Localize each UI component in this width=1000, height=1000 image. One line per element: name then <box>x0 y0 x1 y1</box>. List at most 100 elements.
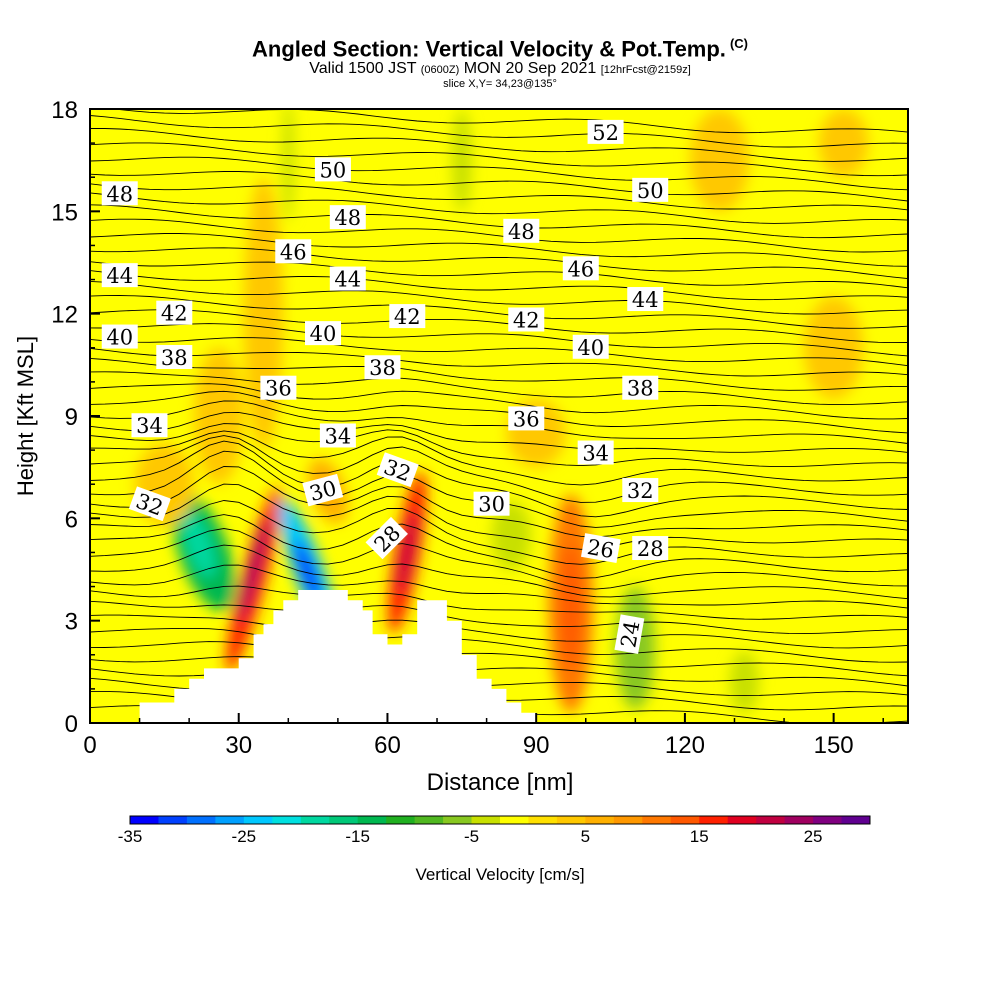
colorbar-swatch <box>528 816 558 824</box>
contour-label: 26 <box>580 533 621 563</box>
colorbar-swatch <box>414 816 444 824</box>
theta-contour <box>90 466 908 538</box>
contour-label-text: 30 <box>478 493 505 517</box>
contour-label-text: 32 <box>627 479 654 503</box>
theta-contour <box>90 142 908 177</box>
colorbar-swatch <box>272 816 302 824</box>
contour-label-text: 42 <box>394 305 421 329</box>
x-tick-label: 90 <box>523 732 550 759</box>
colorbar-swatch <box>841 816 871 824</box>
contour-label: 24 <box>614 614 645 654</box>
theta-contour <box>90 440 908 518</box>
contour-label: 42 <box>389 304 426 329</box>
theta-contour <box>90 435 908 503</box>
contour-label: 42 <box>508 307 545 332</box>
contour-label-text: 44 <box>106 264 133 288</box>
theta-contour <box>90 261 908 289</box>
y-tick-label: 18 <box>51 97 78 124</box>
contour-label: 42 <box>156 300 193 326</box>
x-tick-label: 0 <box>83 732 96 759</box>
contour-labels: 52 50 50 48 48 48 46 46 44 44 44 42 42 42 40 40 40 38 38 38… <box>101 119 669 654</box>
colorbar-swatch <box>186 816 216 824</box>
theta-contour <box>90 483 908 550</box>
colorbar-tick-label: 5 <box>580 827 591 846</box>
velocity-blob-7 <box>182 513 216 578</box>
y-tick-label: 6 <box>65 506 78 533</box>
velocity-blob-1 <box>238 516 269 623</box>
y-tick-label: 9 <box>65 404 78 431</box>
velocity-blob-22 <box>491 501 532 570</box>
colorbar-swatch <box>443 816 473 824</box>
theta-contour <box>90 171 908 202</box>
theta-contour <box>90 585 908 620</box>
colorbar-swatch <box>215 816 245 824</box>
x-tick-label: 60 <box>374 732 401 759</box>
contour-label: 40 <box>305 321 342 346</box>
contour-label-text: 46 <box>567 257 594 281</box>
theta-contour <box>90 390 908 434</box>
colorbar-tick-label: -15 <box>345 827 370 846</box>
contour-label-text: 46 <box>280 240 307 264</box>
contour-label: 46 <box>275 239 312 264</box>
theta-contour <box>90 430 908 486</box>
contour-label: 40 <box>572 334 609 360</box>
theta-contour <box>90 128 908 162</box>
theta-contour <box>90 347 908 377</box>
contour-label: 36 <box>508 406 545 431</box>
theta-contour <box>90 233 908 267</box>
colorbar-swatch <box>500 816 529 824</box>
colorbar-swatch <box>756 816 786 824</box>
theta-contour <box>90 192 908 224</box>
contour-label: 50 <box>314 157 351 182</box>
contour-label-text: 34 <box>136 414 163 438</box>
contour-label-text: 42 <box>161 302 188 326</box>
theta-contour <box>90 156 908 191</box>
theta-contour <box>90 514 908 579</box>
theta-contour <box>90 627 908 663</box>
velocity-blob-16 <box>282 109 295 222</box>
contour-label-text: 36 <box>265 377 292 401</box>
colorbar-swatch <box>300 816 330 824</box>
contour-label: 46 <box>562 256 599 281</box>
colorbar-swatch <box>727 816 757 824</box>
theta-contours <box>90 109 908 723</box>
y-tick-label: 15 <box>51 199 78 226</box>
contour-label-text: 50 <box>637 179 664 203</box>
x-axis: 0 30 60 90 120 150 <box>83 713 884 759</box>
colorbar-swatch <box>130 816 159 824</box>
colorbar-swatch <box>158 816 188 824</box>
theta-contour <box>90 400 908 444</box>
y-axis: 0 3 6 9 12 15 18 <box>51 97 100 738</box>
theta-contour <box>90 383 908 420</box>
contour-label: 44 <box>627 287 664 312</box>
y-tick-label: 3 <box>65 609 78 636</box>
chart-title: Angled Section: Vertical Velocity & Pot.… <box>252 36 748 62</box>
contour-label-text: 48 <box>334 206 361 230</box>
theta-contour <box>90 600 908 635</box>
contour-label-text: 38 <box>369 356 396 380</box>
contour-label: 38 <box>364 355 401 380</box>
x-tick-label: 30 <box>225 732 252 759</box>
contour-label: 32 <box>622 478 659 503</box>
contour-label: 38 <box>156 345 193 370</box>
contour-label-text: 28 <box>637 537 664 561</box>
theta-contour <box>90 371 908 406</box>
colorbar-tick-label: 25 <box>803 827 823 846</box>
contour-label: 30 <box>302 473 344 507</box>
y-tick-label: 12 <box>51 302 78 329</box>
contour-label: 36 <box>260 375 297 401</box>
y-tick-label: 0 <box>65 711 78 738</box>
contour-label-text: 26 <box>585 535 615 563</box>
contour-label: 34 <box>131 413 168 438</box>
contour-label-text: 34 <box>582 442 609 466</box>
contour-label-text: 50 <box>320 158 347 182</box>
slice-info: slice X,Y= 34,23@135° <box>443 78 557 90</box>
contour-label-text: 34 <box>325 424 352 448</box>
colorbar-swatch <box>386 816 416 824</box>
contour-label: 52 <box>587 119 624 145</box>
theta-contour <box>90 357 908 391</box>
theta-contour <box>90 183 908 211</box>
theta-contour <box>90 614 908 649</box>
contour-label-text: 40 <box>577 336 604 360</box>
